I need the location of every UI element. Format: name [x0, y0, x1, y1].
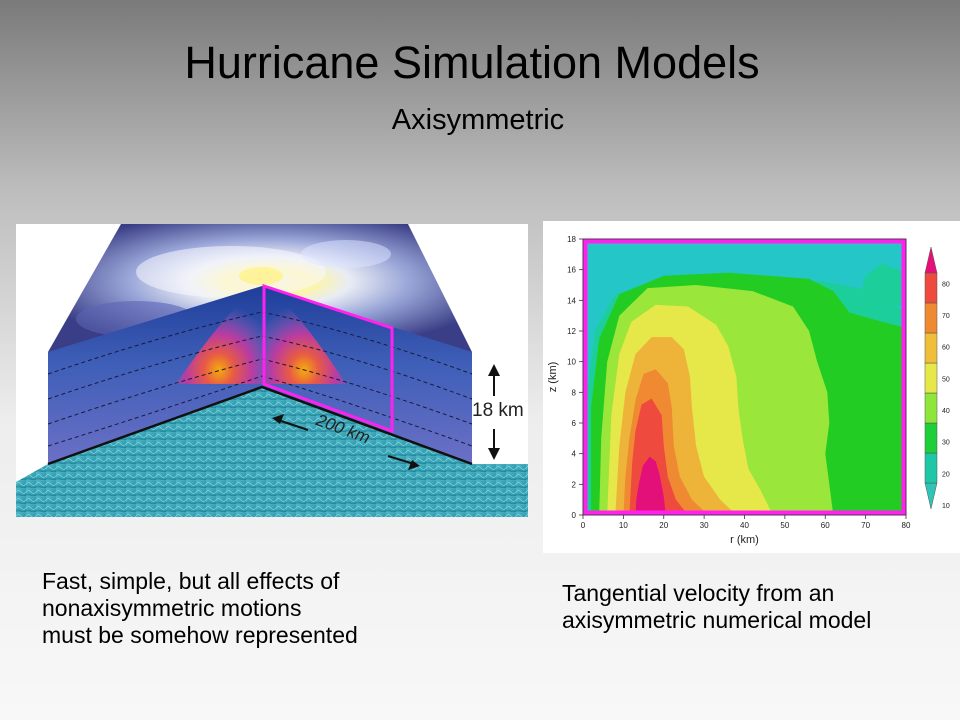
- caption-left-line: nonaxisymmetric motions: [42, 595, 302, 621]
- y-tick-label: 4: [572, 450, 577, 459]
- contour-plot-svg: 0 10 20 30 40 50 60 70 80 0 2 4 6 8 10 12 14 16 18 r (km) z …: [547, 235, 950, 546]
- slide-subtitle: Axisymmetric: [391, 104, 565, 136]
- model-domain-box: [262, 283, 394, 434]
- hurricane-schematic: 18 km 200 km: [16, 224, 528, 517]
- x-tick-label: 80: [902, 521, 911, 530]
- caption-left: Fast, simple, but all effects of nonaxis…: [42, 568, 358, 649]
- colorbar-segment: [924, 422, 938, 454]
- colorbar-label: 20: [942, 471, 950, 478]
- colorbar-label: 70: [942, 313, 950, 320]
- height-label: 18 km: [472, 400, 524, 421]
- colorbar-label: 40: [942, 408, 950, 415]
- y-axis-label: z (km): [547, 362, 559, 393]
- height-arrow: [488, 364, 500, 460]
- x-tick-label: 10: [619, 521, 628, 530]
- caption-left-line: must be somehow represented: [42, 622, 358, 648]
- cross-section-right: [262, 286, 472, 464]
- colorbar-segment: [924, 362, 938, 394]
- x-tick-label: 30: [700, 521, 709, 530]
- x-tick-label: 20: [659, 521, 668, 530]
- radius-arrow: [272, 414, 420, 470]
- y-tick-label: 6: [572, 419, 577, 428]
- caption-left-line: Fast, simple, but all effects of: [42, 568, 340, 594]
- colorbar-label: 50: [942, 376, 950, 383]
- y-tick-label: 10: [567, 358, 576, 367]
- y-tick-label: 0: [572, 511, 577, 520]
- colorbar-segment: [924, 452, 938, 484]
- domain-frame: [582, 238, 907, 516]
- schematic-svg: 18 km 200 km: [16, 224, 528, 517]
- x-tick-label: 40: [740, 521, 749, 530]
- x-tick-label: 60: [821, 521, 830, 530]
- ocean-surface: [16, 387, 528, 517]
- contour-region-20-pocket: [861, 263, 906, 308]
- x-axis-label: r (km): [730, 534, 759, 546]
- caption-right-line: Tangential velocity from an: [562, 580, 835, 606]
- colorbar-label: 10: [942, 503, 950, 510]
- y-tick-label: 14: [567, 296, 576, 305]
- y-tick-label: 18: [567, 235, 576, 244]
- velocity-contour-chart: 0 10 20 30 40 50 60 70 80 0 2 4 6 8 10 12 14 16 18 r (km) z …: [543, 221, 960, 553]
- colorbar-bottom-extension: [924, 482, 938, 510]
- y-tick-label: 12: [567, 327, 576, 336]
- y-tick-label: 2: [572, 480, 577, 489]
- x-tick-label: 70: [861, 521, 870, 530]
- colorbar-segment: [924, 332, 938, 364]
- colorbar-segment: [924, 302, 938, 334]
- y-tick-label: 8: [572, 388, 577, 397]
- y-tick-label: 16: [567, 266, 576, 275]
- contour-region-90: [635, 456, 666, 515]
- caption-right: Tangential velocity from an axisymmetric…: [562, 580, 871, 634]
- slide-title: Hurricane Simulation Models: [184, 37, 760, 88]
- colorbar-label: 80: [942, 281, 950, 288]
- x-tick-label: 0: [581, 521, 586, 530]
- x-tick-label: 50: [780, 521, 789, 530]
- colorbar-segment: [924, 392, 938, 424]
- colorbar-label: 60: [942, 345, 950, 352]
- caption-right-line: axisymmetric numerical model: [562, 607, 872, 633]
- cross-section-left: [48, 286, 262, 464]
- colorbar-top-extension: [924, 246, 938, 274]
- colorbar-label: 30: [942, 440, 950, 447]
- colorbar-segment: [924, 272, 938, 304]
